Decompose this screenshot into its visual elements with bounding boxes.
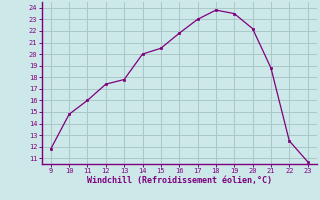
X-axis label: Windchill (Refroidissement éolien,°C): Windchill (Refroidissement éolien,°C) bbox=[87, 176, 272, 185]
